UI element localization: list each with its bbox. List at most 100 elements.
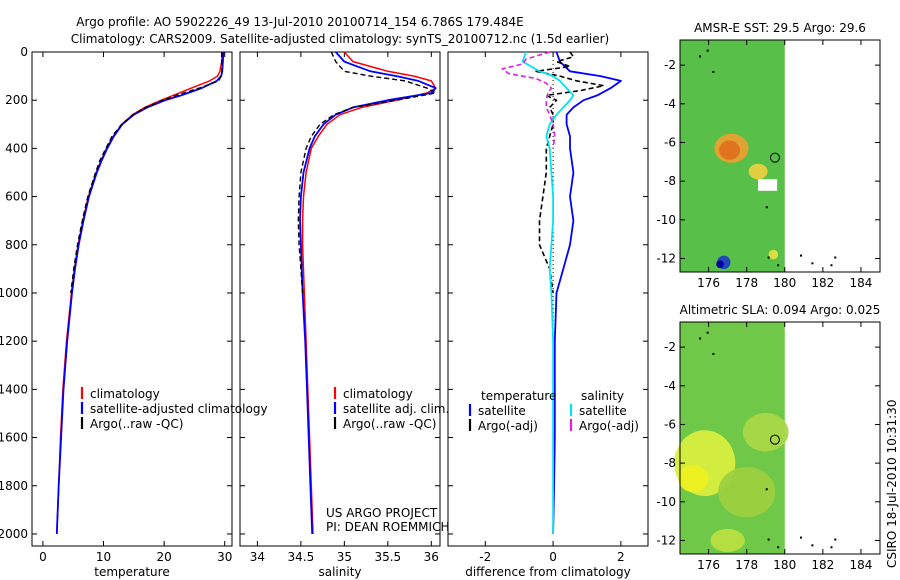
sla-map-xtick-label: 180 (773, 558, 796, 572)
sst-map-ytick-label: -4 (664, 97, 676, 111)
temperature-series-climatology (56, 51, 224, 535)
temperature-series-argo-raw-qc- (70, 52, 223, 294)
sst-map-island (706, 49, 709, 52)
sst-map-xtick-label: 182 (811, 276, 834, 290)
sla-map-island (800, 536, 802, 539)
sst-map-ytick-label: -2 (664, 58, 676, 72)
sla-map-title: Altimetric SLA: 0.094 Argo: 0.025 (680, 303, 881, 317)
difference-xlabel: difference from climatology (465, 565, 631, 579)
difference-series-temperature-satellite (552, 51, 622, 535)
sla-map-anomaly-patch (710, 528, 745, 553)
sla-map-argo-marker (769, 434, 780, 445)
sla-map-island (699, 337, 702, 340)
diff-legend-header-temperature: temperature (481, 389, 556, 403)
difference-series-temperature-argo (535, 51, 605, 294)
temperature-xlabel: temperature (94, 565, 169, 579)
sst-map-island (767, 256, 770, 259)
temperature-xtick-label: 0 (39, 550, 47, 564)
temperature-xtick-label: 10 (96, 550, 111, 564)
temperature-panel: 0 10 20 30 0 200 400 600 800 1000 1200 1400 1600 1800… (0, 45, 268, 579)
sla-map-island (834, 538, 837, 541)
diff-legend-header-salinity: salinity (581, 389, 624, 403)
salinity-xtick-label: 34.5 (288, 550, 315, 564)
difference-series-salinity-satellite (521, 51, 575, 534)
diff-legend-label: satellite (579, 404, 627, 418)
diff-legend-label: Argo(-adj) (478, 419, 538, 433)
sst-map-island (800, 254, 802, 257)
temperature-ytick-label: 200 (5, 93, 28, 107)
salinity-series-satellite-adj-clim- (299, 51, 437, 535)
sst-map-axes-box (679, 39, 881, 273)
temperature-ytick-label: 1800 (0, 479, 28, 493)
sst-map-anomaly-patch (768, 249, 779, 260)
pi-label: PI: DEAN ROEMMICH (326, 520, 449, 534)
sla-map-panel: 176 178 180 182 184 -2 -4 -6 -8 -10 -12 Altimetric … (656, 303, 881, 572)
salinity-xtick-label: 36 (424, 550, 439, 564)
sla-map-island (811, 544, 814, 547)
sla-map-ytick-label: -6 (664, 417, 676, 431)
sst-map-xtick-label: 176 (697, 276, 720, 290)
salinity-panel: 34 34.5 35 35.5 36 salinity climatologysatelli… (239, 51, 449, 579)
temperature-xtick-label: 20 (156, 550, 171, 564)
sla-map-xtick-label: 178 (735, 558, 758, 572)
sst-map-xtick-label: 180 (773, 276, 796, 290)
sst-map-island (712, 70, 715, 73)
temperature-series-satellite-adjusted-climatology (55, 51, 225, 535)
salinity-legend-label: satellite adj. clim. (343, 402, 449, 416)
salinity-legend-label: Argo(..raw -QC) (343, 417, 436, 431)
difference-xtick-label: 0 (549, 550, 557, 564)
salinity-series-argo-raw-qc- (297, 51, 437, 294)
salinity-legend-label: climatology (343, 387, 413, 401)
temperature-legend-label: climatology (90, 387, 160, 401)
temperature-ytick-label: 0 (20, 45, 28, 59)
sla-map-ytick-label: -12 (656, 533, 676, 547)
diff-legend-label: Argo(-adj) (579, 419, 639, 433)
sst-map-argo-marker (769, 152, 780, 163)
sst-map-island (834, 256, 837, 259)
sst-map-ytick-label: -12 (656, 251, 676, 265)
salinity-xtick-label: 34 (250, 550, 265, 564)
sst-map-ytick-label: -10 (656, 213, 676, 227)
sla-map-island (706, 331, 709, 334)
sst-map-anomaly-patch (748, 163, 768, 180)
sla-map-xtick-label: 182 (811, 558, 834, 572)
sla-map-island (712, 352, 715, 355)
sla-map-anomaly-patch (718, 467, 776, 518)
sla-map-ytick-label: -2 (664, 340, 676, 354)
temperature-ytick-label: 1400 (0, 382, 28, 396)
temperature-ytick-label: 800 (5, 238, 28, 252)
sla-map-island (767, 538, 770, 541)
sst-map-island (765, 206, 768, 209)
sst-map-anomaly-patch (719, 140, 740, 160)
sla-map-island (765, 488, 768, 491)
sst-map-island (699, 55, 702, 58)
sla-map-island (830, 546, 833, 549)
difference-series-salinity-argo (501, 51, 556, 149)
temperature-ytick-label: 1200 (0, 334, 28, 348)
temperature-ytick-label: 400 (5, 141, 28, 155)
sst-map-ytick-label: -6 (664, 135, 676, 149)
temperature-xtick-label: 30 (217, 550, 232, 564)
salinity-axes-box (239, 51, 441, 547)
project-label: US ARGO PROJECT (326, 506, 438, 520)
temperature-ytick-label: 600 (5, 190, 28, 204)
sla-map-ytick-label: -10 (656, 495, 676, 509)
sst-map-xtick-label: 184 (849, 276, 872, 290)
diff-legend-label: satellite (478, 404, 526, 418)
sla-map-ytick-label: -8 (664, 456, 676, 470)
temperature-axes-box (31, 51, 233, 547)
sst-map-xtick-label: 178 (735, 276, 758, 290)
sst-map-island (830, 264, 833, 267)
sla-map-anomaly-patch (678, 465, 709, 493)
sst-map-island (777, 264, 780, 267)
sst-map-island (811, 262, 814, 265)
sla-map-axes-box (679, 321, 881, 555)
temperature-ytick-label: 1000 (0, 286, 28, 300)
timestamp-label: CSIRO 18-Jul-2010 10:31:30 (885, 400, 899, 568)
sla-map-xtick-label: 176 (697, 558, 720, 572)
sst-missing-data (758, 179, 778, 191)
title-line-2: Climatology: CARS2009. Satellite-adjuste… (71, 32, 609, 46)
difference-xtick-label: 2 (617, 550, 625, 564)
difference-axes-box (447, 51, 649, 547)
